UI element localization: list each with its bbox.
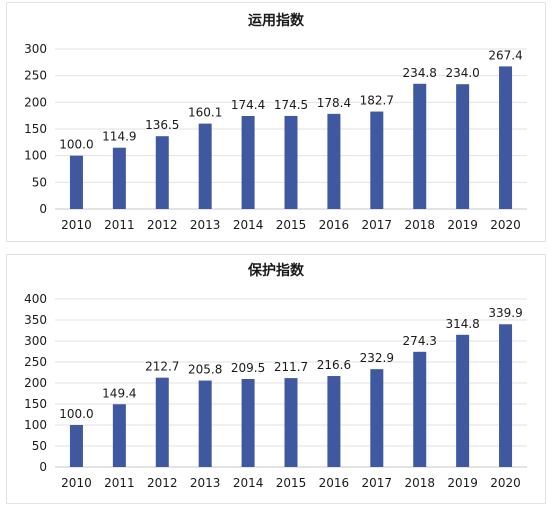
x-tick-label: 2010 — [61, 218, 92, 232]
y-tick-label: 0 — [39, 460, 47, 474]
y-tick-label: 0 — [39, 202, 47, 216]
bar — [284, 115, 298, 209]
data-label: 114.9 — [102, 130, 136, 144]
y-tick-label: 300 — [24, 334, 47, 348]
y-tick-label: 300 — [24, 42, 47, 56]
bar — [112, 404, 126, 467]
data-label: 178.4 — [317, 96, 351, 110]
x-tick-label: 2014 — [233, 218, 264, 232]
data-label: 100.0 — [59, 407, 93, 421]
x-tick-label: 2010 — [61, 476, 92, 490]
bar — [499, 324, 513, 467]
x-tick-label: 2012 — [147, 218, 178, 232]
chart-panel-protection-index: 保护指数 0 50 100 150 200 250 300 350 400 100.0 2010 14… — [6, 254, 546, 504]
data-label: 234.8 — [403, 66, 437, 80]
y-tick-label: 400 — [24, 292, 47, 306]
bar — [370, 111, 384, 209]
y-tick-label: 150 — [24, 397, 47, 411]
data-label: 274.3 — [403, 334, 437, 348]
data-label: 212.7 — [145, 360, 179, 374]
x-tick-label: 2018 — [404, 218, 435, 232]
x-tick-label: 2013 — [190, 476, 221, 490]
bar — [413, 351, 427, 467]
bar — [112, 147, 126, 209]
data-label: 205.8 — [188, 363, 222, 377]
data-label: 160.1 — [188, 106, 222, 120]
bar — [327, 113, 341, 209]
y-tick-label: 100 — [24, 149, 47, 163]
bar — [456, 84, 470, 209]
bar — [155, 377, 169, 467]
x-tick-label: 2016 — [319, 476, 350, 490]
y-tick-label: 250 — [24, 355, 47, 369]
chart-title: 保护指数 — [247, 262, 305, 279]
bar — [456, 334, 470, 467]
bar — [327, 376, 341, 467]
data-label: 267.4 — [488, 48, 522, 62]
data-label: 234.0 — [445, 66, 479, 80]
x-tick-label: 2014 — [233, 476, 264, 490]
bar — [241, 379, 255, 467]
x-tick-label: 2017 — [362, 476, 393, 490]
data-label: 232.9 — [360, 351, 394, 365]
y-tick-label: 50 — [32, 439, 47, 453]
x-tick-label: 2020 — [490, 218, 521, 232]
y-tick-label: 200 — [24, 376, 47, 390]
data-label: 314.8 — [445, 317, 479, 331]
protection-index-chart: 保护指数 0 50 100 150 200 250 300 350 400 100.0 2010 14… — [24, 262, 527, 490]
bar — [413, 83, 427, 209]
y-tick-label: 50 — [32, 175, 47, 189]
bar — [198, 380, 212, 467]
data-label: 182.7 — [360, 94, 394, 108]
x-tick-label: 2018 — [404, 476, 435, 490]
y-tick-label: 200 — [24, 95, 47, 109]
data-label: 136.5 — [145, 118, 179, 132]
chart-panel-usage-index: 运用指数 0 50 100 150 200 250 300 100.0 2010 114.9 201… — [6, 2, 546, 242]
x-tick-label: 2011 — [104, 218, 135, 232]
y-tick-label: 100 — [24, 418, 47, 432]
x-tick-label: 2012 — [147, 476, 178, 490]
x-tick-label: 2019 — [447, 476, 478, 490]
data-label: 211.7 — [274, 360, 308, 374]
bar — [370, 369, 384, 467]
x-tick-label: 2013 — [190, 218, 221, 232]
bar — [499, 66, 513, 210]
x-tick-label: 2017 — [362, 218, 393, 232]
data-label: 174.4 — [231, 98, 265, 112]
bar — [155, 136, 169, 209]
data-label: 209.5 — [231, 361, 265, 375]
bar — [198, 123, 212, 209]
data-label: 216.6 — [317, 358, 351, 372]
y-tick-label: 250 — [24, 69, 47, 83]
x-tick-label: 2019 — [447, 218, 478, 232]
usage-index-chart: 运用指数 0 50 100 150 200 250 300 100.0 2010 114.9 201… — [24, 12, 527, 232]
y-tick-label: 350 — [24, 313, 47, 327]
data-label: 174.5 — [274, 98, 308, 112]
x-tick-label: 2011 — [104, 476, 135, 490]
data-label: 149.4 — [102, 386, 136, 400]
x-tick-label: 2020 — [490, 476, 521, 490]
y-tick-label: 150 — [24, 122, 47, 136]
data-label: 339.9 — [488, 306, 522, 320]
x-tick-label: 2015 — [276, 476, 307, 490]
bar — [69, 425, 83, 467]
bar — [69, 155, 83, 209]
data-label: 100.0 — [59, 138, 93, 152]
x-tick-label: 2016 — [319, 218, 350, 232]
chart-title: 运用指数 — [248, 12, 305, 29]
bar — [241, 115, 255, 209]
bar — [284, 378, 298, 467]
x-tick-label: 2015 — [276, 218, 307, 232]
